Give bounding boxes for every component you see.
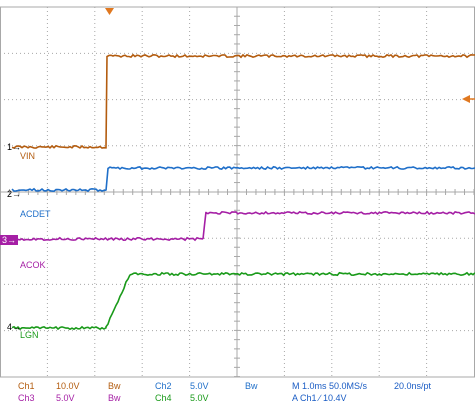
waveform-traces (11, 53, 475, 331)
ch2-scale: 5.0V (190, 381, 209, 391)
ch2-ground-marker[interactable]: 2→ (7, 189, 22, 199)
ch1-ground-marker[interactable]: 1→ (7, 142, 22, 152)
timebase-readout: M 1.0ms 50.0MS/s (292, 381, 368, 391)
vin-label: VIN (20, 151, 36, 161)
ch3-bw-indicator: Bw (108, 393, 121, 403)
ch1-name: Ch1 (18, 381, 35, 391)
ch4-ground-marker[interactable]: 4→ (7, 322, 22, 332)
acok-label: ACOK (20, 260, 46, 270)
ch4-name: Ch4 (155, 393, 172, 403)
ch4-scale: 5.0V (190, 393, 209, 403)
ch4-lgn-waveform (11, 271, 475, 331)
acdet-label: ACDET (20, 209, 51, 219)
ch1-vin-waveform (11, 53, 475, 149)
trigger-position-icon (105, 8, 114, 15)
ch3-name: Ch3 (18, 393, 35, 403)
ch2-name: Ch2 (155, 381, 172, 391)
ch3-acok-waveform (11, 210, 475, 242)
ch1-bw-indicator: Bw (108, 381, 121, 391)
graticule-grid (0, 6, 475, 378)
resolution-readout: 20.0ns/pt (394, 381, 432, 391)
lgn-label: LGN (20, 330, 39, 340)
trigger-readout: A Ch1 ∕ 10.4V (292, 393, 347, 403)
ch1-scale: 10.0V (56, 381, 80, 391)
ch3-ground-marker[interactable]: 3→ (0, 235, 19, 245)
ch2-acdet-waveform (11, 165, 475, 193)
ch3-scale: 5.0V (56, 393, 75, 403)
ch2-bw-indicator: Bw (245, 381, 258, 391)
